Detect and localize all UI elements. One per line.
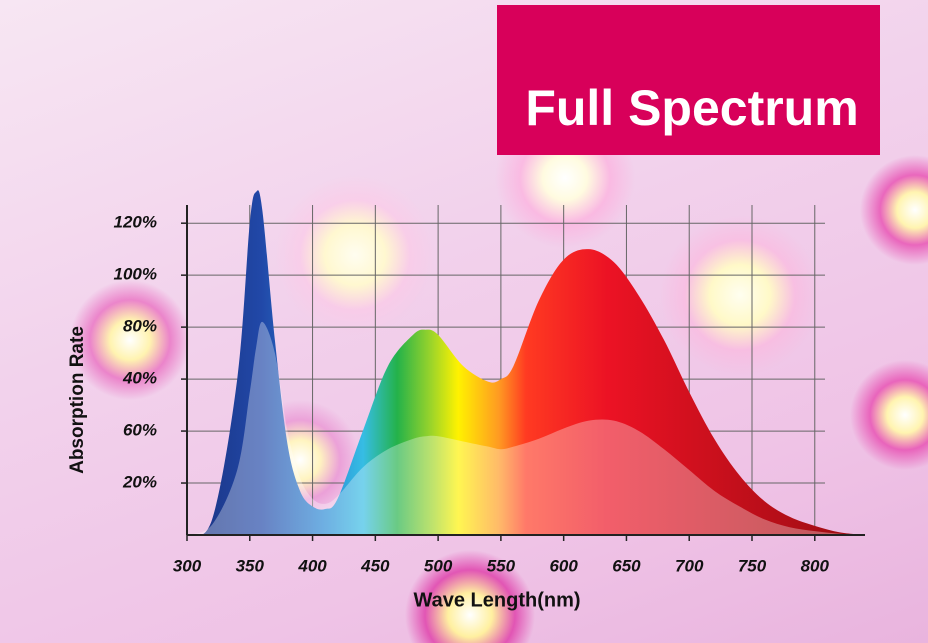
y-tick-label: 40% — [122, 369, 157, 388]
chart-title: Full Spectrum — [525, 80, 858, 136]
y-tick-label: 80% — [123, 317, 157, 336]
x-tick-label: 650 — [612, 556, 641, 575]
y-tick-label: 100% — [114, 265, 157, 284]
y-tick-label: 20% — [122, 473, 157, 492]
y-axis-label: Absorption Rate — [67, 326, 88, 474]
x-tick-label: 800 — [801, 556, 830, 575]
x-tick-label: 550 — [487, 556, 516, 575]
x-tick-label: 600 — [549, 556, 578, 575]
x-tick-label: 750 — [738, 556, 767, 575]
y-tick-label: 60% — [123, 421, 157, 440]
x-axis-label: Wave Length(nm) — [413, 589, 580, 611]
spectrum-area — [187, 321, 865, 535]
spectrum-area — [187, 190, 865, 537]
x-tick-label: 400 — [297, 556, 327, 575]
x-tick-label: 500 — [424, 556, 453, 575]
x-tick-label: 300 — [173, 556, 202, 575]
y-tick-label: 120% — [114, 213, 157, 232]
title-box — [497, 5, 880, 155]
x-tick-label: 700 — [675, 556, 704, 575]
x-tick-label: 450 — [360, 556, 390, 575]
x-tick-label: 350 — [236, 556, 265, 575]
